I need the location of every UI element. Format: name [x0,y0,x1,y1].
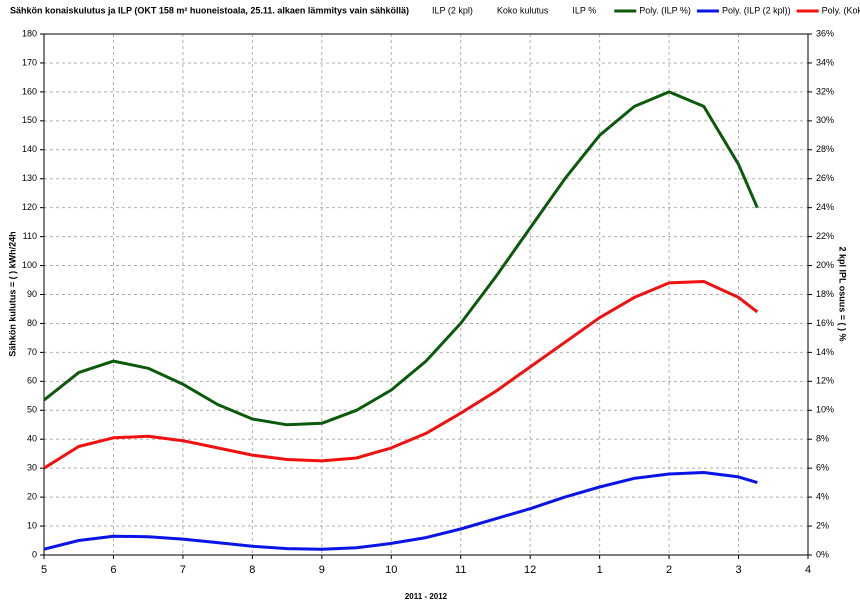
plot-frame [43,33,809,556]
y2-tick-label: 34% [816,57,834,67]
y2-axis-label: 2 kpl IPL osuus = ( ) % [838,246,848,341]
series-line [43,471,758,551]
y-tick-label: 0 [32,549,37,559]
x-tick-label: 3 [735,564,741,576]
y2-tick-label: 36% [816,28,834,38]
chart-title: Sähkön konaiskulutus ja ILP (OKT 158 m² … [10,5,409,15]
y2-tick-label: 8% [816,434,829,444]
legend-label: ILP % [572,5,596,15]
y-tick-label: 10 [27,520,37,530]
y-tick-label: 40 [27,434,37,444]
y-tick-label: 90 [27,289,37,299]
x-tick-label: 10 [385,564,397,576]
y2-tick-label: 28% [816,144,834,154]
y2-tick-label: 6% [816,463,829,473]
x-tick-label: 6 [110,564,116,576]
y-tick-label: 100 [22,260,37,270]
y-tick-label: 70 [27,347,37,357]
y-tick-label: 180 [22,28,37,38]
y2-tick-label: 26% [816,173,834,183]
x-tick-label: 11 [455,564,466,576]
y-tick-label: 120 [22,202,37,212]
legend-label: ILP (2 kpl) [432,5,473,15]
x-tick-label: 5 [41,564,47,576]
y2-tick-label: 2% [816,520,829,530]
y2-tick-label: 24% [816,202,834,212]
y2-tick-label: 10% [816,405,834,415]
y-tick-label: 130 [22,173,37,183]
x-tick-label: 2 [666,564,672,576]
y-tick-label: 160 [22,86,37,96]
y2-tick-label: 32% [816,86,834,96]
y2-tick-label: 18% [816,289,834,299]
y2-tick-label: 20% [816,260,834,270]
y2-tick-label: 0% [816,549,829,559]
y2-tick-label: 12% [816,376,834,386]
y-tick-label: 80 [27,318,37,328]
x-tick-label: 4 [805,564,811,576]
y-tick-label: 150 [22,115,37,125]
y-tick-label: 60 [27,376,37,386]
x-axis-label: 2011 - 2012 [405,592,448,601]
series-line [43,90,759,427]
y2-tick-label: 16% [816,318,834,328]
legend-label: Poly. (Koko kulutus) [822,5,860,15]
y2-tick-label: 4% [816,491,829,501]
legend-label: Poly. (ILP (2 kpl)) [722,5,791,15]
y-axis-label: Sähkön kulutus = ( ) kWh/24h [7,231,17,356]
y2-tick-label: 30% [816,115,834,125]
series-line [43,280,759,470]
x-tick-label: 7 [180,564,186,576]
y-tick-label: 110 [23,231,37,241]
y2-tick-label: 22% [816,231,834,241]
x-tick-label: 1 [597,564,603,576]
y-tick-label: 140 [22,144,37,154]
x-tick-label: 8 [249,564,255,576]
y2-tick-label: 14% [816,347,834,357]
y-tick-label: 30 [27,463,37,473]
y-tick-label: 170 [22,57,37,67]
y-tick-label: 50 [27,405,37,415]
legend-label: Koko kulutus [497,5,549,15]
x-tick-label: 12 [524,564,536,576]
legend-label: Poly. (ILP %) [639,5,691,15]
x-tick-label: 9 [319,564,325,576]
y-tick-label: 20 [27,491,37,501]
